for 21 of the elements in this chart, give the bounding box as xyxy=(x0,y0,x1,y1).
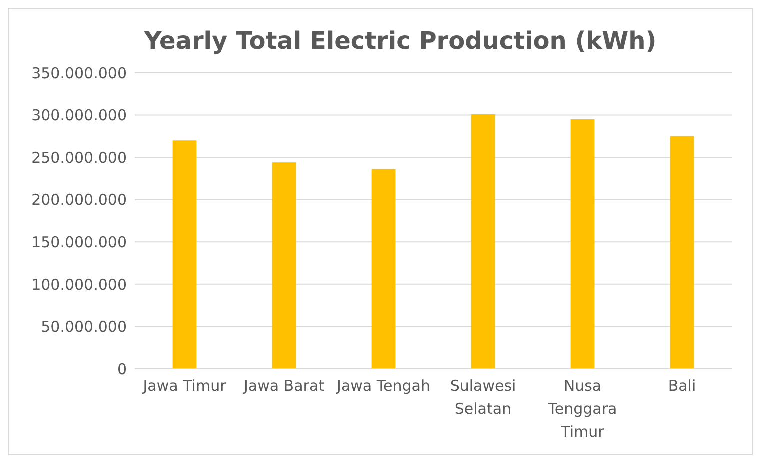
bar xyxy=(172,140,197,369)
x-tick-label: Nusa Tenggara Timur xyxy=(547,377,618,441)
y-tick-label: 250.000.000 xyxy=(32,148,127,167)
y-tick-label: 300.000.000 xyxy=(32,106,127,125)
y-tick-label: 350.000.000 xyxy=(32,64,127,82)
x-tick-label: Bali xyxy=(668,377,696,395)
bar xyxy=(471,114,496,369)
bar xyxy=(570,120,595,369)
x-tick-label: Jawa Timur xyxy=(142,377,228,395)
chart-title: Yearly Total Electric Production (kWh) xyxy=(143,26,658,57)
y-tick-label: 150.000.000 xyxy=(32,233,127,252)
bar xyxy=(670,136,694,369)
y-tick-label: 50.000.000 xyxy=(41,318,127,336)
x-tick-label: Sulawesi Selatan xyxy=(450,377,516,418)
y-tick-label: 0 xyxy=(117,360,127,378)
y-tick-label: 100.000.000 xyxy=(32,276,127,294)
y-tick-label: 200.000.000 xyxy=(32,191,127,210)
bar xyxy=(272,162,296,369)
bar xyxy=(372,169,396,369)
x-tick-label: Jawa Tengah xyxy=(336,377,430,395)
x-tick-label: Jawa Barat xyxy=(242,377,325,395)
